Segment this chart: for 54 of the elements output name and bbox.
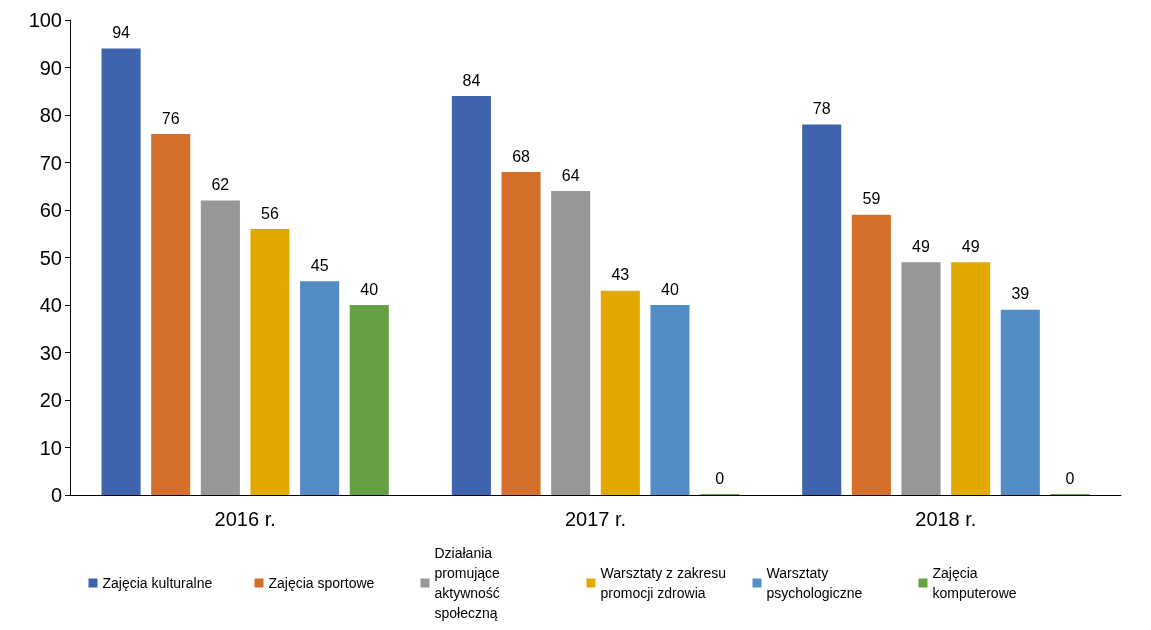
legend-label: Warsztaty z zakresu promocji zdrowia: [600, 565, 730, 601]
y-tick-label: 100: [28, 9, 62, 31]
bar: [300, 281, 340, 495]
data-label: 0: [715, 469, 725, 487]
bar: [101, 48, 141, 495]
y-tick-label: 70: [39, 151, 62, 174]
legend-label: Zajęcia komputerowe: [932, 565, 1017, 601]
bar: [151, 134, 191, 495]
x-tick-label: 2017 r.: [564, 508, 627, 530]
data-label: 40: [661, 280, 679, 298]
y-tick-label: 60: [39, 199, 62, 221]
bar: [501, 172, 541, 495]
y-tick-label: 20: [39, 389, 62, 411]
data-label: 64: [561, 166, 580, 184]
bar: [851, 214, 891, 495]
data-label: 68: [512, 147, 531, 165]
x-tick-label: 2018 r.: [915, 508, 977, 530]
legend-label: Warsztaty psychologiczne: [766, 565, 863, 601]
data-label: 56: [261, 204, 279, 222]
bar: [349, 305, 389, 495]
bar: [901, 262, 941, 495]
data-label: 43: [611, 266, 630, 284]
y-tick-label: 40: [39, 294, 62, 316]
bar: [1000, 309, 1040, 495]
data-label: 45: [310, 256, 329, 274]
bar: [250, 229, 290, 495]
y-tick-label: 80: [39, 104, 62, 126]
bar: [200, 200, 240, 495]
data-label: 49: [961, 237, 980, 255]
bar: [600, 290, 640, 495]
data-label: 0: [1065, 469, 1075, 487]
data-label: 39: [1011, 285, 1030, 303]
legend-label: Zajęcia sportowe: [268, 575, 375, 591]
data-label: 40: [360, 280, 379, 298]
data-label: 94: [112, 24, 131, 41]
y-tick-label: 0: [50, 484, 62, 506]
bar: [551, 191, 591, 495]
y-tick-label: 10: [39, 436, 62, 459]
data-label: 62: [211, 176, 230, 193]
bar: [650, 305, 690, 495]
data-label: 78: [812, 100, 831, 117]
data-label: 76: [161, 109, 180, 127]
x-tick-label: 2016 r.: [214, 508, 276, 530]
data-label: 59: [862, 190, 881, 208]
bar: [802, 124, 842, 495]
y-tick-label: 90: [39, 56, 62, 79]
y-tick-label: 30: [39, 341, 62, 364]
data-label: 84: [462, 71, 481, 89]
legend-label: Zajęcia kulturalne: [102, 575, 213, 591]
data-label: 49: [912, 237, 931, 255]
y-tick-label: 50: [39, 246, 62, 269]
bar: [951, 262, 991, 495]
legend-label: Działania promujące aktywność społeczną: [434, 545, 504, 621]
bar: [451, 96, 491, 495]
